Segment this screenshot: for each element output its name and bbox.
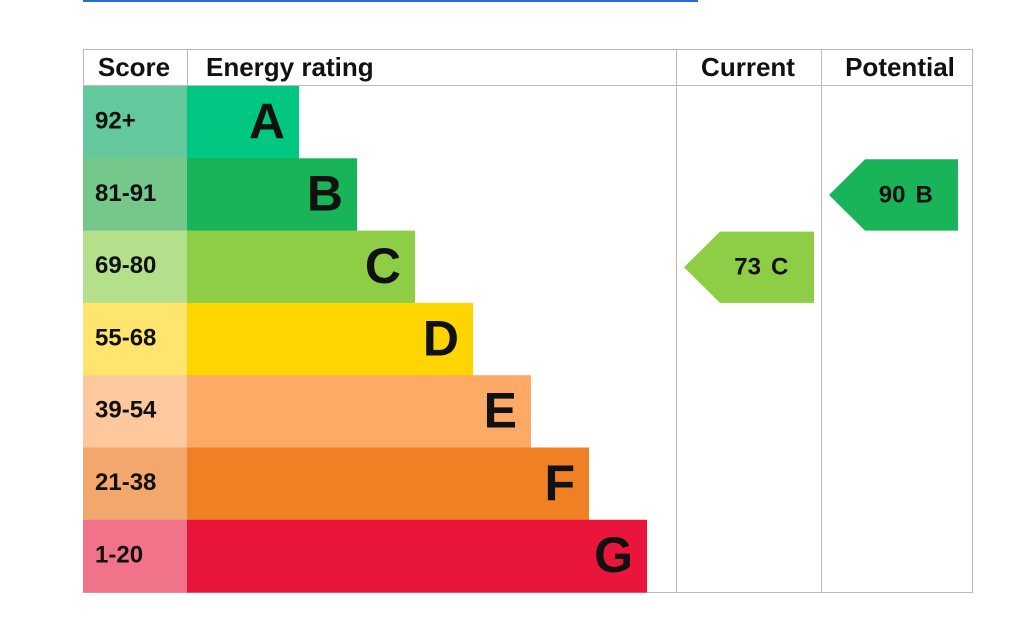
rating-bar (187, 519, 647, 593)
score-cell (83, 302, 187, 376)
score-label: 69-80 (95, 252, 156, 279)
score-label: 1-20 (95, 541, 143, 568)
current-band: C (771, 254, 788, 281)
score-label: 92+ (95, 107, 136, 134)
potential-band: B (916, 181, 933, 208)
rating-bar (187, 230, 415, 304)
score-cell (83, 158, 187, 232)
header-rating: Energy rating (206, 52, 374, 82)
rating-bar (187, 302, 473, 376)
score-label: 21-38 (95, 469, 156, 496)
rating-bar (187, 447, 589, 521)
potential-score: 90 (879, 181, 906, 208)
rating-letter: F (544, 455, 575, 511)
current-arrow (684, 231, 814, 303)
score-cell (83, 230, 187, 304)
rating-letter: G (594, 527, 633, 583)
rating-letter: C (365, 238, 401, 294)
header-current: Current (701, 52, 795, 82)
rating-letter: A (249, 93, 285, 149)
score-cell (83, 447, 187, 521)
potential-arrow (829, 159, 958, 231)
current-score: 73 (734, 254, 761, 281)
score-cell (83, 375, 187, 448)
header-potential: Potential (845, 52, 955, 82)
rating-bar (187, 86, 299, 159)
header-score: Score (98, 52, 170, 82)
rating-bar (187, 375, 531, 448)
rating-letter: B (307, 166, 343, 222)
score-label: 55-68 (95, 324, 156, 351)
rating-letter: D (423, 310, 459, 366)
rating-bar (187, 158, 357, 232)
score-cell (83, 519, 187, 593)
score-label: 81-91 (95, 180, 156, 207)
score-label: 39-54 (95, 397, 157, 424)
score-cell (83, 86, 187, 159)
rating-letter: E (484, 383, 517, 439)
